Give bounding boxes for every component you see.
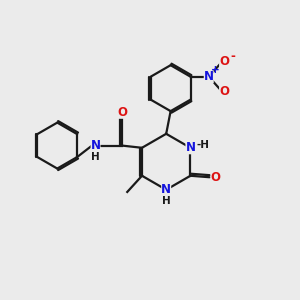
Text: O: O bbox=[219, 85, 229, 98]
Text: -: - bbox=[230, 50, 235, 64]
Text: H: H bbox=[91, 152, 100, 162]
Text: N: N bbox=[161, 183, 171, 196]
Text: N: N bbox=[91, 139, 100, 152]
Text: O: O bbox=[117, 106, 127, 119]
Text: -H: -H bbox=[196, 140, 209, 150]
Text: O: O bbox=[210, 171, 220, 184]
Text: N: N bbox=[185, 141, 195, 154]
Text: O: O bbox=[219, 55, 229, 68]
Text: +: + bbox=[211, 64, 220, 75]
Text: N: N bbox=[204, 70, 214, 83]
Text: H: H bbox=[162, 196, 171, 206]
